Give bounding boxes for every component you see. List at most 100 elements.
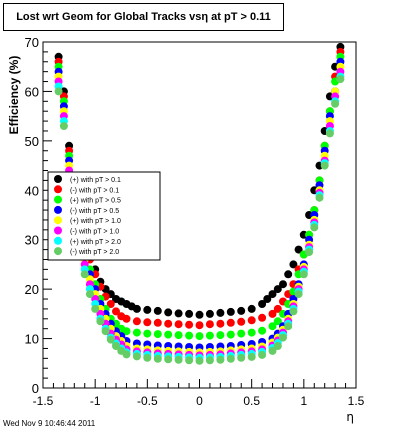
data-point-series-2 (216, 319, 225, 328)
data-point-series-1 (279, 280, 287, 289)
data-point-series-8 (96, 317, 105, 326)
legend-marker (54, 236, 62, 245)
data-point-series-8 (112, 342, 120, 350)
data-point-series-8 (325, 129, 334, 138)
y-tick-label: 60 (25, 84, 39, 99)
data-point-series-1 (284, 270, 293, 279)
y-tick-label: 40 (25, 183, 39, 198)
data-point-series-8 (143, 353, 152, 362)
data-point-series-8 (174, 355, 183, 364)
data-point-series-1 (258, 300, 267, 308)
data-point-series-8 (80, 270, 89, 279)
x-tick-label: -1.5 (33, 394, 54, 408)
x-tick-label: 1 (300, 394, 307, 408)
y-tick-label: 0 (32, 381, 39, 396)
legend-marker (54, 226, 62, 235)
data-point-series-2 (258, 313, 267, 322)
data-point-series-8 (258, 350, 267, 359)
data-point-series-8 (185, 356, 194, 365)
data-point-series-3 (237, 329, 246, 338)
data-point-series-1 (247, 304, 256, 313)
x-tick-label: 0 (196, 394, 203, 408)
data-point-series-3 (216, 331, 225, 340)
data-point-series-2 (237, 317, 246, 326)
data-point-series-2 (174, 320, 183, 329)
data-point-series-8 (315, 193, 324, 202)
x-tick-label: 0.5 (243, 394, 260, 408)
data-point-series-2 (112, 307, 120, 316)
y-tick-label: 70 (25, 35, 39, 50)
data-points (54, 42, 345, 365)
data-point-series-8 (164, 355, 173, 364)
data-point-series-1 (143, 305, 152, 314)
data-point-series-2 (164, 319, 173, 328)
data-point-series-8 (247, 352, 256, 361)
data-point-series-8 (310, 223, 319, 232)
data-point-series-2 (185, 320, 194, 329)
data-point-series-2 (205, 320, 214, 329)
legend-entry-label: (-) with pT > 1.0 (70, 229, 119, 236)
data-point-series-8 (284, 322, 293, 331)
data-point-series-8 (132, 352, 141, 361)
data-point-series-8 (320, 161, 329, 170)
y-tick-label: 50 (25, 134, 39, 149)
legend-entry-label: (+) with pT > 0.5 (70, 198, 121, 205)
data-point-series-1 (174, 309, 183, 318)
x-tick-label: -0.5 (137, 394, 158, 408)
legend-marker (54, 185, 62, 194)
data-point-series-1 (289, 260, 298, 269)
data-point-series-3 (174, 331, 183, 340)
data-point-series-3 (226, 330, 235, 339)
data-point-series-8 (299, 270, 308, 279)
data-point-series-3 (153, 330, 162, 339)
legend-marker (54, 195, 62, 204)
axis-ticks: -1.5 -1 -0.5 0 0.5 1 1.5 0 10 20 30 40 50 60 70 (25, 35, 365, 408)
data-point-series-2 (132, 317, 141, 326)
data-point-series-8 (289, 307, 298, 316)
data-point-series-3 (122, 327, 131, 336)
y-tick-label: 30 (25, 233, 39, 248)
data-point-series-8 (153, 354, 162, 363)
data-point-series-1 (268, 290, 277, 299)
data-point-series-1 (216, 308, 225, 317)
x-axis-label: η (346, 410, 354, 424)
y-tick-label: 10 (25, 332, 39, 347)
y-axis-label: Efficiency (%) (7, 56, 21, 135)
legend-entry-label: (+) with pT > 0.1 (70, 177, 121, 184)
data-point-series-8 (195, 356, 204, 365)
data-point-series-8 (294, 290, 303, 299)
data-point-series-8 (59, 122, 68, 130)
data-point-series-8 (91, 304, 100, 313)
data-point-series-1 (263, 295, 272, 303)
data-point-series-1 (195, 310, 204, 319)
data-point-series-1 (226, 307, 235, 316)
legend-marker (54, 216, 62, 225)
legend-entry-label: (+) with pT > 1.0 (70, 218, 121, 225)
data-point-series-2 (106, 300, 115, 308)
data-point-series-3 (143, 329, 152, 338)
data-point-series-3 (185, 331, 194, 340)
data-point-series-8 (226, 354, 235, 363)
data-point-series-2 (226, 318, 235, 327)
data-point-series-1 (153, 306, 162, 315)
data-point-series-8 (279, 333, 287, 342)
data-point-series-1 (237, 306, 246, 315)
chart-title: Lost wrt Geom for Global Tracks vsη at p… (16, 11, 271, 23)
data-point-series-8 (85, 290, 94, 299)
data-point-series-8 (268, 346, 277, 355)
data-point-series-1 (132, 304, 141, 313)
legend-marker (54, 205, 62, 214)
legend-marker (54, 175, 62, 183)
data-point-series-3 (205, 331, 214, 340)
data-point-series-2 (273, 304, 282, 313)
data-point-series-2 (247, 316, 256, 325)
data-point-series-3 (273, 317, 282, 326)
data-point-series-3 (164, 330, 173, 339)
data-point-series-2 (143, 318, 152, 327)
data-point-series-1 (294, 245, 303, 254)
data-point-series-1 (273, 285, 282, 294)
legend-entry-label: (-) with pT > 2.0 (70, 249, 119, 256)
y-tick-label: 20 (25, 282, 39, 297)
data-point-series-8 (331, 99, 340, 108)
